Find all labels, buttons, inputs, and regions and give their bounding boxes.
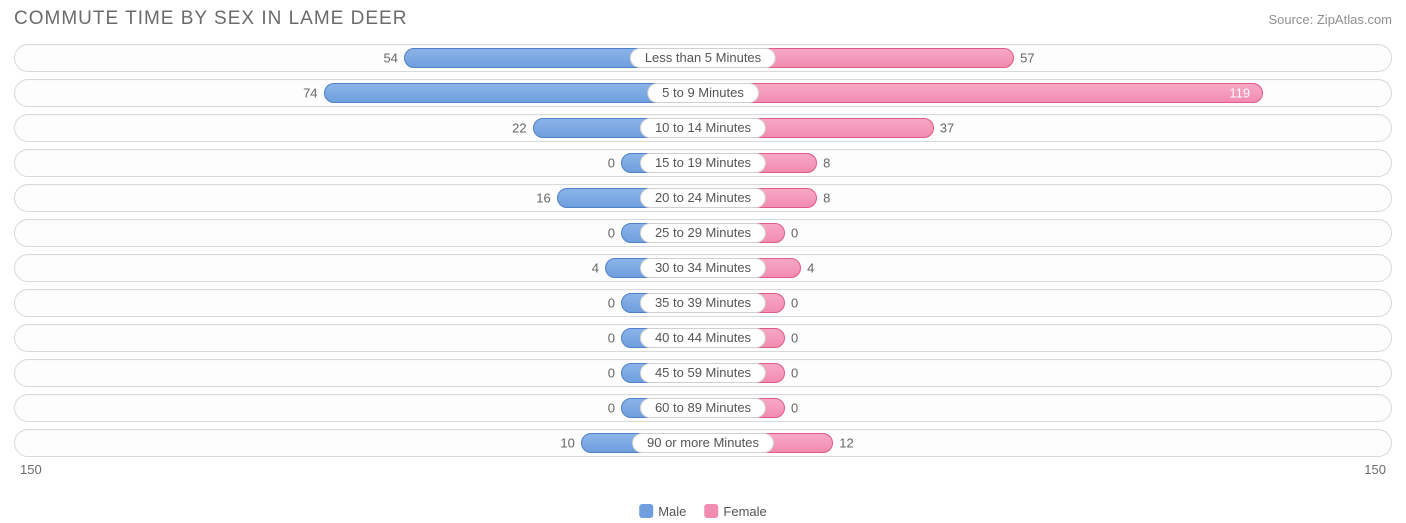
chart-row: 0 0 25 to 29 Minutes xyxy=(14,219,1392,247)
legend-label: Male xyxy=(658,504,686,519)
female-value: 119 xyxy=(1229,86,1250,101)
female-value: 12 xyxy=(839,436,853,451)
legend-swatch xyxy=(639,504,653,518)
female-value: 8 xyxy=(823,191,830,206)
chart-row: 74 119 5 to 9 Minutes xyxy=(14,79,1392,107)
chart-container: COMMUTE TIME BY SEX IN LAME DEER Source:… xyxy=(0,0,1406,523)
chart-row: 0 0 40 to 44 Minutes xyxy=(14,324,1392,352)
female-value: 0 xyxy=(791,366,798,381)
male-value: 0 xyxy=(608,156,615,171)
axis-left-max: 150 xyxy=(20,462,42,477)
chart-title: COMMUTE TIME BY SEX IN LAME DEER xyxy=(14,8,407,30)
chart-legend: Male Female xyxy=(639,504,767,519)
male-value: 74 xyxy=(303,86,317,101)
male-value: 10 xyxy=(560,436,574,451)
female-value: 4 xyxy=(807,261,814,276)
axis-labels: 150 150 xyxy=(14,462,1392,477)
category-label: 35 to 39 Minutes xyxy=(640,293,766,313)
axis-right-max: 150 xyxy=(1364,462,1386,477)
legend-label: Female xyxy=(723,504,766,519)
male-value: 16 xyxy=(536,191,550,206)
legend-swatch xyxy=(704,504,718,518)
category-label: 60 to 89 Minutes xyxy=(640,398,766,418)
category-label: 90 or more Minutes xyxy=(632,433,774,453)
male-value: 0 xyxy=(608,366,615,381)
chart-row: 0 0 60 to 89 Minutes xyxy=(14,394,1392,422)
category-label: 15 to 19 Minutes xyxy=(640,153,766,173)
male-value: 4 xyxy=(592,261,599,276)
male-value: 0 xyxy=(608,296,615,311)
category-label: Less than 5 Minutes xyxy=(630,48,776,68)
category-label: 20 to 24 Minutes xyxy=(640,188,766,208)
chart-row: 0 0 45 to 59 Minutes xyxy=(14,359,1392,387)
category-label: 10 to 14 Minutes xyxy=(640,118,766,138)
female-value: 57 xyxy=(1020,51,1034,66)
chart-row: 0 0 35 to 39 Minutes xyxy=(14,289,1392,317)
category-label: 45 to 59 Minutes xyxy=(640,363,766,383)
category-label: 25 to 29 Minutes xyxy=(640,223,766,243)
chart-row: 22 37 10 to 14 Minutes xyxy=(14,114,1392,142)
chart-row: 10 12 90 or more Minutes xyxy=(14,429,1392,457)
male-value: 0 xyxy=(608,401,615,416)
female-value: 0 xyxy=(791,226,798,241)
category-label: 40 to 44 Minutes xyxy=(640,328,766,348)
female-value: 37 xyxy=(940,121,954,136)
chart-row: 4 4 30 to 34 Minutes xyxy=(14,254,1392,282)
category-label: 5 to 9 Minutes xyxy=(647,83,759,103)
female-value: 0 xyxy=(791,401,798,416)
female-bar xyxy=(703,83,1263,103)
male-value: 0 xyxy=(608,331,615,346)
legend-item: Male xyxy=(639,504,686,519)
legend-item: Female xyxy=(704,504,766,519)
male-value: 0 xyxy=(608,226,615,241)
male-bar xyxy=(324,83,703,103)
male-value: 22 xyxy=(512,121,526,136)
female-value: 8 xyxy=(823,156,830,171)
chart-row: 54 57 Less than 5 Minutes xyxy=(14,44,1392,72)
diverging-bar-chart: 54 57 Less than 5 Minutes 74 119 5 to 9 Minut… xyxy=(14,44,1392,457)
chart-row: 0 8 15 to 19 Minutes xyxy=(14,149,1392,177)
chart-source: Source: ZipAtlas.com xyxy=(1268,12,1392,27)
category-label: 30 to 34 Minutes xyxy=(640,258,766,278)
female-value: 0 xyxy=(791,296,798,311)
female-value: 0 xyxy=(791,331,798,346)
chart-header: COMMUTE TIME BY SEX IN LAME DEER Source:… xyxy=(14,8,1392,30)
chart-row: 16 8 20 to 24 Minutes xyxy=(14,184,1392,212)
male-value: 54 xyxy=(383,51,397,66)
